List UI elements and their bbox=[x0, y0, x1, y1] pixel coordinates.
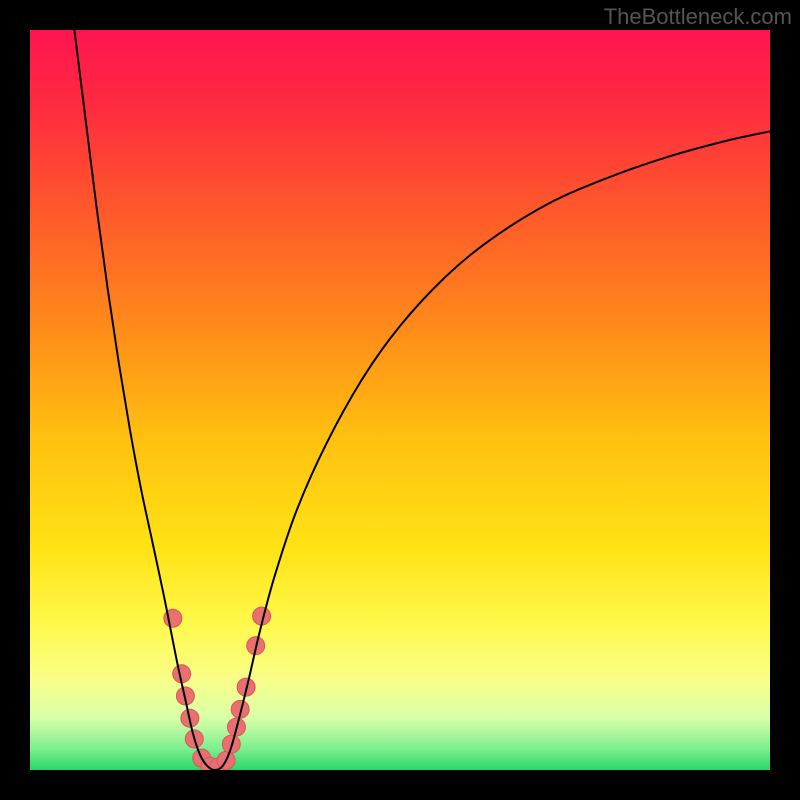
gradient-background bbox=[30, 30, 770, 770]
chart-svg bbox=[30, 30, 770, 770]
watermark-text: TheBottleneck.com bbox=[604, 4, 792, 30]
chart-container: TheBottleneck.com bbox=[0, 0, 800, 800]
plot-area bbox=[30, 30, 770, 770]
